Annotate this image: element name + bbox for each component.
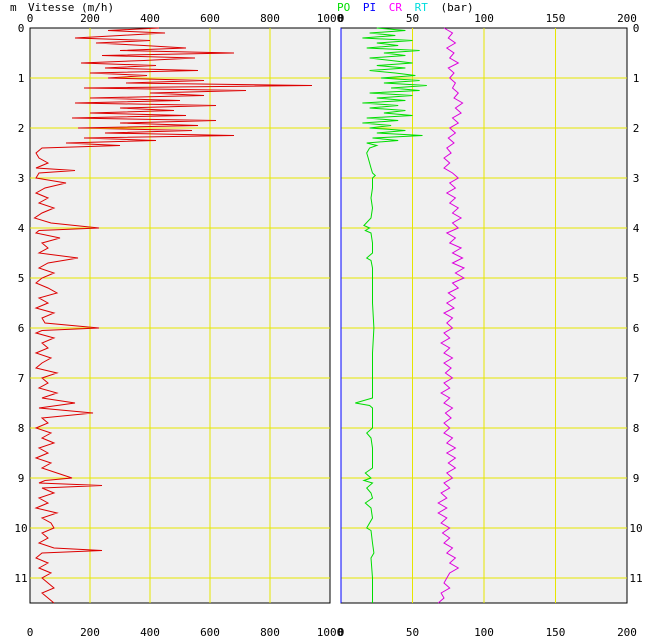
x-tick-label: 1000 (317, 626, 344, 639)
depth-unit-label: m (10, 1, 17, 14)
depth-tick-label: 7 (18, 372, 25, 385)
depth-tick-label: 4 (633, 222, 640, 235)
depth-tick-label: 10 (629, 522, 642, 535)
depth-tick-label: 2 (18, 122, 25, 135)
depth-tick-label: 8 (18, 422, 25, 435)
vitesse-panel: 0 200 400 600 800 1000 0 200 400 600 800 1000 0123… (10, 1, 343, 639)
x-tick-label: 800 (260, 626, 280, 639)
x-tick-label: 0 (27, 626, 34, 639)
legend-pi: PI (363, 1, 376, 14)
x-tick-label: 150 (546, 12, 566, 25)
x-tick-label: 400 (140, 12, 160, 25)
depth-tick-label: 2 (633, 122, 640, 135)
depth-tick-label: 6 (633, 322, 640, 335)
depth-tick-label: 0 (633, 22, 640, 35)
x-tick-label: 200 (80, 12, 100, 25)
series-line-cr (437, 27, 466, 604)
depth-tick-label: 9 (633, 472, 640, 485)
x-tick-label: 150 (546, 626, 566, 639)
depth-tick-label: 7 (633, 372, 640, 385)
vitesse-x-ticks-top: 0 200 400 600 800 1000 (27, 12, 344, 25)
legend-unit: (bar) (441, 1, 474, 14)
x-tick-label: 0 (338, 12, 345, 25)
depth-tick-label: 3 (633, 172, 640, 185)
depth-tick-label: 5 (633, 272, 640, 285)
x-tick-label: 0 (338, 626, 345, 639)
x-tick-label: 600 (200, 626, 220, 639)
vitesse-series (33, 27, 313, 604)
x-tick-label: 100 (474, 626, 494, 639)
depth-tick-label: 6 (18, 322, 25, 335)
depth-tick-label: 1 (633, 72, 640, 85)
depth-tick-label: 9 (18, 472, 25, 485)
x-tick-label: 1000 (317, 12, 344, 25)
x-tick-label: 0 (27, 12, 34, 25)
x-tick-label: 50 (406, 12, 419, 25)
vitesse-title: Vitesse (m/h) (28, 1, 114, 14)
depth-tick-label: 5 (18, 272, 25, 285)
vitesse-x-ticks-bottom: 0 200 400 600 800 1000 (27, 626, 344, 639)
pressure-x-ticks-top: 0 50 100 150 200 (338, 12, 637, 25)
x-tick-label: 400 (140, 626, 160, 639)
x-tick-label: 200 (80, 626, 100, 639)
depth-tick-label: 11 (14, 572, 27, 585)
x-tick-label: 200 (617, 626, 637, 639)
x-tick-label: 100 (474, 12, 494, 25)
x-tick-label: 200 (617, 12, 637, 25)
pressure-x-ticks-bottom: 0 50 100 150 200 (338, 626, 637, 639)
depth-tick-label: 8 (633, 422, 640, 435)
depth-tick-label: 1 (18, 72, 25, 85)
x-tick-label: 50 (406, 626, 419, 639)
pressure-grid (341, 28, 627, 603)
depth-tick-label: 4 (18, 222, 25, 235)
depth-tick-label: 0 (18, 22, 25, 35)
legend-po: PO (337, 1, 350, 14)
depth-tick-label: 3 (18, 172, 25, 185)
depth-tick-label: 11 (629, 572, 642, 585)
series-line-po (355, 27, 427, 603)
depth-ticks-left: 0 1 2 3 4 5 6 7 8 9 10 11 (14, 22, 27, 585)
x-tick-label: 600 (200, 12, 220, 25)
series-line-vitesse (33, 27, 313, 604)
depth-ticks-right: 0 1 2 3 4 5 6 7 8 9 10 11 (629, 22, 642, 585)
x-tick-label: 800 (260, 12, 280, 25)
depth-tick-label: 10 (14, 522, 27, 535)
pressure-title: PO PI CR RT (bar) (337, 1, 474, 14)
pressure-panel: 0 50 100 150 200 0 50 100 150 200 0 1 2 3 4 5 6 7 8 9 10 11… (337, 1, 643, 639)
vitesse-plot-area (29, 27, 331, 604)
pressure-series (340, 27, 466, 604)
legend-cr: CR (389, 1, 403, 14)
legend-rt: RT (415, 1, 429, 14)
